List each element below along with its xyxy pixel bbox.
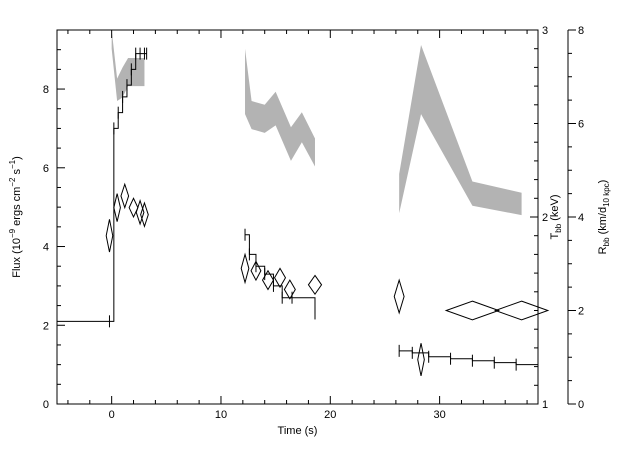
right-tick-label: 2 <box>578 306 584 318</box>
mid-axis-label: Tbb (keV) <box>549 195 563 240</box>
left-tick-label: 8 <box>43 84 49 96</box>
x-tick-label: 20 <box>324 409 336 421</box>
left-tick-label: 2 <box>43 320 49 332</box>
radius-diamond-10 <box>283 279 296 300</box>
radius-diamond-2 <box>120 182 130 210</box>
x-tick-label: 30 <box>433 409 445 421</box>
temperature-band-1 <box>245 48 315 167</box>
left-tick-label: 0 <box>43 399 49 411</box>
radius-diamond-12 <box>393 278 405 315</box>
radius-markers <box>105 182 550 377</box>
left-tick-label: 4 <box>43 242 49 254</box>
radius-diamond-8 <box>261 269 275 291</box>
x-tick-label: 0 <box>109 409 115 421</box>
right-tick-label: 6 <box>578 119 584 131</box>
right-tick-label: 4 <box>578 212 584 224</box>
left-axis-label: Flux (10−9 ergs cm−2 s−1) <box>8 156 23 278</box>
radius-diamond-13 <box>417 343 425 377</box>
radius-diamond-1 <box>113 193 121 222</box>
radius-diamond-9 <box>273 267 287 289</box>
mid-tick-label: 3 <box>542 25 548 37</box>
left-tick-label: 6 <box>43 163 49 175</box>
temperature-bands <box>111 30 522 216</box>
radius-diamond-7 <box>250 260 262 282</box>
x-axis-label: Time (s) <box>278 425 318 437</box>
radius-diamond-3 <box>128 197 139 219</box>
flux-step-curve-2 <box>399 350 539 367</box>
temperature-band-2 <box>399 44 522 216</box>
radius-diamond-15 <box>493 300 550 321</box>
flux-light-curves <box>57 47 539 373</box>
radius-diamond-11 <box>307 274 323 296</box>
right-tick-label: 0 <box>578 399 584 411</box>
mid-tick-label: 2 <box>542 212 548 224</box>
radius-diamond-5 <box>140 201 149 228</box>
radius-diamond-14 <box>444 300 501 321</box>
radius-diamond-0 <box>105 219 114 253</box>
flux-step-curve-1 <box>245 234 316 314</box>
x-tick-label: 10 <box>215 409 227 421</box>
temperature-band-0 <box>111 30 145 102</box>
right-axis-label: Rbb (km/d10 kpc) <box>597 180 611 255</box>
radius-diamond-6 <box>240 252 250 285</box>
right-tick-label: 8 <box>578 25 584 37</box>
flux-step-curve-0 <box>57 53 147 322</box>
mid-tick-label: 1 <box>542 399 548 411</box>
